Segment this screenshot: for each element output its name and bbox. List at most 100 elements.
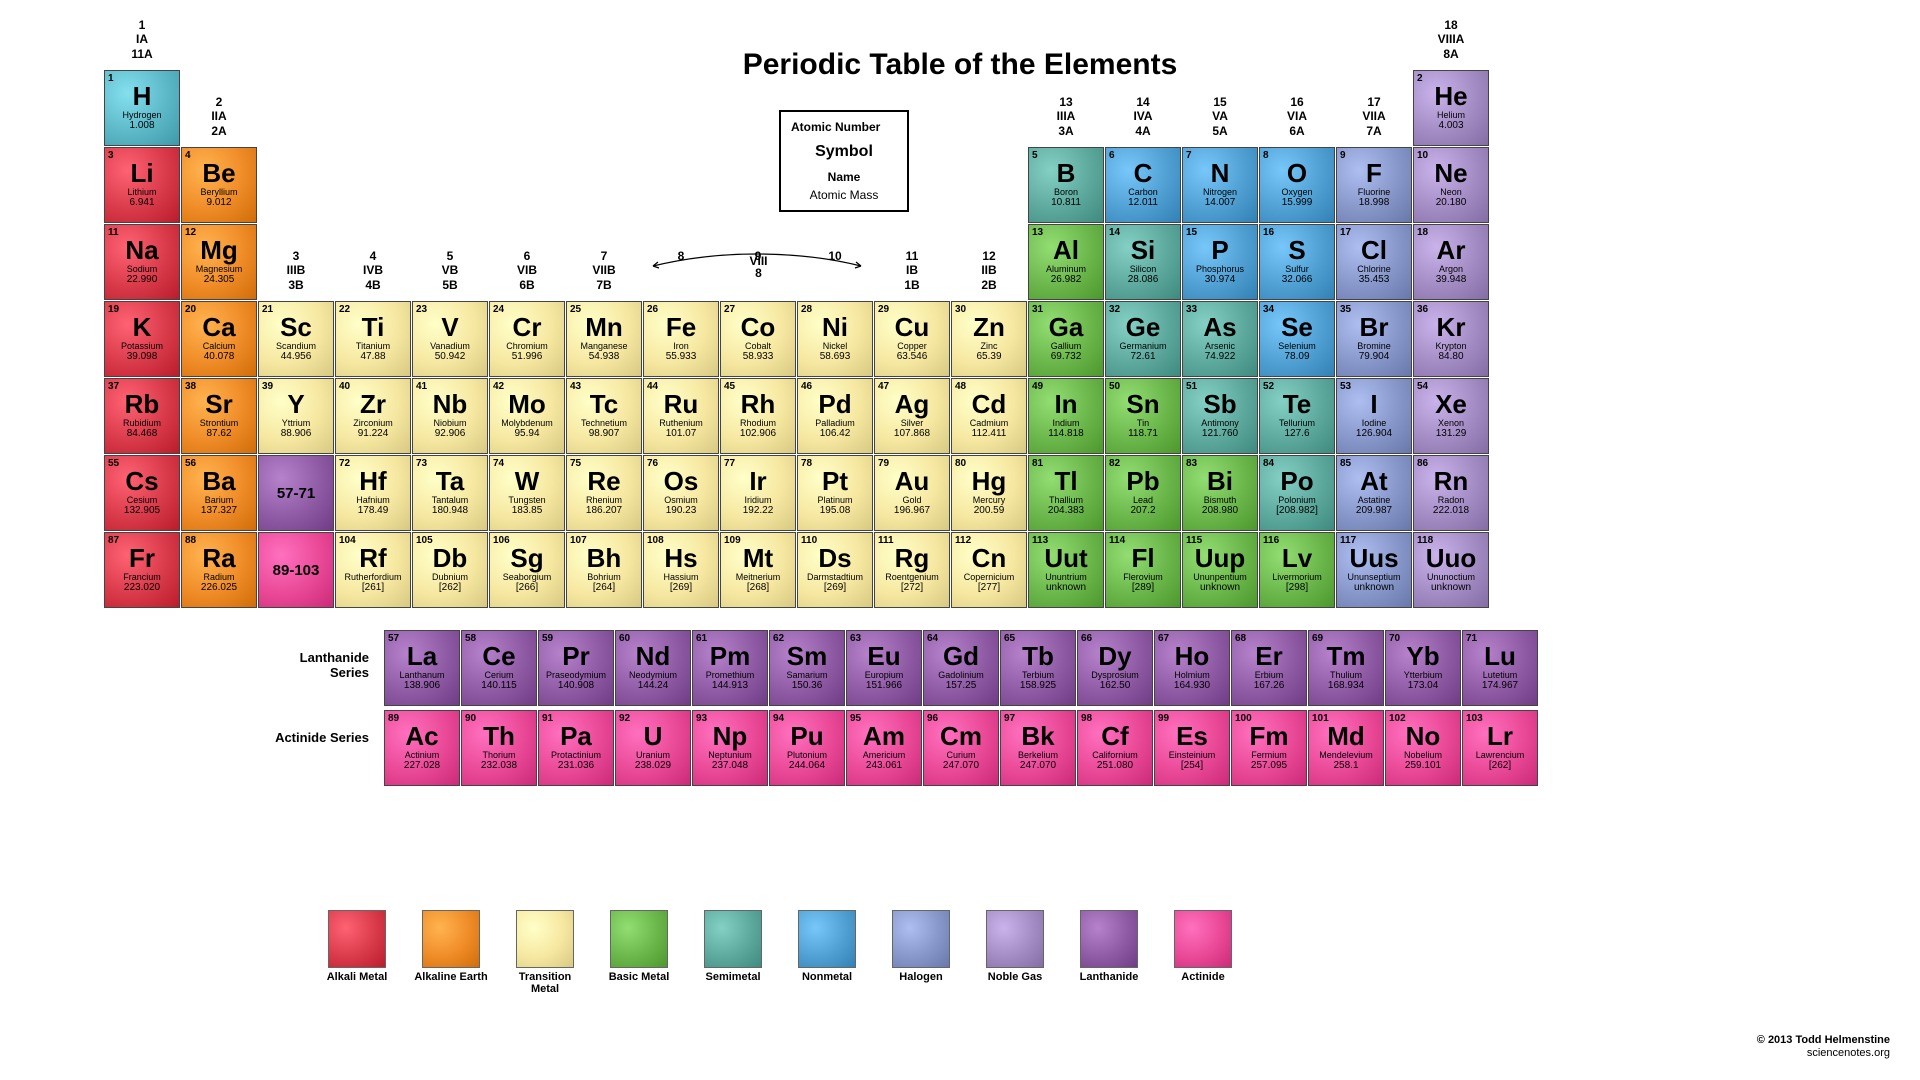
element-symbol: Cn xyxy=(955,545,1023,571)
atomic-mass: 95.94 xyxy=(493,429,561,439)
element-symbol: Fl xyxy=(1109,545,1177,571)
legend-item: Alkali Metal xyxy=(320,910,394,995)
element-symbol: Hs xyxy=(647,545,715,571)
element-symbol: Sg xyxy=(493,545,561,571)
element-cell-Ne: 10NeNeon20.180 xyxy=(1413,147,1489,223)
atomic-mass: 9.012 xyxy=(185,198,253,208)
element-name: Neptunium xyxy=(696,751,764,760)
atomic-mass: 54.938 xyxy=(570,352,638,362)
atomic-mass: 232.038 xyxy=(465,761,533,771)
element-symbol: Rg xyxy=(878,545,946,571)
element-cell-Tb: 65TbTerbium158.925 xyxy=(1000,630,1076,706)
element-name: Xenon xyxy=(1417,419,1485,428)
element-symbol: Cr xyxy=(493,314,561,340)
atomic-mass: 174.967 xyxy=(1466,681,1534,691)
element-symbol: Br xyxy=(1340,314,1408,340)
element-name: Niobium xyxy=(416,419,484,428)
element-cell-Ag: 47AgSilver107.868 xyxy=(874,378,950,454)
atomic-mass: 222.018 xyxy=(1417,506,1485,516)
atomic-mass: 150.36 xyxy=(773,681,841,691)
element-cell-Ra: 88RaRadium226.025 xyxy=(181,532,257,608)
atomic-mass: 4.003 xyxy=(1417,121,1485,131)
element-symbol: Te xyxy=(1263,391,1331,417)
element-cell-K: 19KPotassium39.098 xyxy=(104,301,180,377)
element-name: Silicon xyxy=(1109,265,1177,274)
element-symbol: Pb xyxy=(1109,468,1177,494)
element-cell-Sb: 51SbAntimony121.760 xyxy=(1182,378,1258,454)
element-symbol: Rn xyxy=(1417,468,1485,494)
element-cell-Se: 34SeSelenium78.09 xyxy=(1259,301,1335,377)
element-name: Gadolinium xyxy=(927,671,995,680)
atomic-mass: 227.028 xyxy=(388,761,456,771)
atomic-mass: 30.974 xyxy=(1186,275,1254,285)
element-cell-Ba: 56BaBarium137.327 xyxy=(181,455,257,531)
key-symbol: Symbol xyxy=(791,140,897,164)
atomic-mass: [208.982] xyxy=(1263,506,1331,516)
element-symbol: C xyxy=(1109,160,1177,186)
element-name: Chlorine xyxy=(1340,265,1408,274)
atomic-mass: 78.09 xyxy=(1263,352,1331,362)
atomic-mass: 72.61 xyxy=(1109,352,1177,362)
element-symbol: Re xyxy=(570,468,638,494)
atomic-mass: 26.982 xyxy=(1032,275,1100,285)
element-symbol: Zr xyxy=(339,391,407,417)
element-name: Holmium xyxy=(1158,671,1226,680)
element-name: Selenium xyxy=(1263,342,1331,351)
atomic-mass: 183.85 xyxy=(493,506,561,516)
element-name: Cobalt xyxy=(724,342,792,351)
element-name: Silver xyxy=(878,419,946,428)
element-name: Magnesium xyxy=(185,265,253,274)
element-symbol: Sn xyxy=(1109,391,1177,417)
element-name: Nitrogen xyxy=(1186,188,1254,197)
atomic-mass: 58.933 xyxy=(724,352,792,362)
element-cell-In: 49InIndium114.818 xyxy=(1028,378,1104,454)
atomic-mass: 244.064 xyxy=(773,761,841,771)
element-symbol: B xyxy=(1032,160,1100,186)
atomic-mass: 200.59 xyxy=(955,506,1023,516)
element-symbol: Pu xyxy=(773,723,841,749)
element-name: Copernicium xyxy=(955,573,1023,582)
element-cell-Fr: 87FrFrancium223.020 xyxy=(104,532,180,608)
legend-item: Alkaline Earth xyxy=(414,910,488,995)
atomic-mass: 14.007 xyxy=(1186,198,1254,208)
atomic-mass: [261] xyxy=(339,583,407,593)
element-cell-Db: 105DbDubnium[262] xyxy=(412,532,488,608)
element-cell-Tm: 69TmThulium168.934 xyxy=(1308,630,1384,706)
element-symbol: W xyxy=(493,468,561,494)
element-name: Manganese xyxy=(570,342,638,351)
element-symbol: Eu xyxy=(850,643,918,669)
element-symbol: Uuo xyxy=(1417,545,1485,571)
main-table: 1HHydrogen1.0082HeHelium4.0033LiLithium6… xyxy=(104,70,1820,608)
element-name: Hafnium xyxy=(339,496,407,505)
element-cell-Er: 68ErErbium167.26 xyxy=(1231,630,1307,706)
element-name: Praseodymium xyxy=(542,671,610,680)
element-symbol: Cu xyxy=(878,314,946,340)
element-name: Indium xyxy=(1032,419,1100,428)
element-symbol: K xyxy=(108,314,176,340)
element-name: Chromium xyxy=(493,342,561,351)
element-cell-La: 57LaLanthanum138.906 xyxy=(384,630,460,706)
atomic-mass: 63.546 xyxy=(878,352,946,362)
atomic-mass: [268] xyxy=(724,583,792,593)
element-cell-Uup: 115UupUnunpentiumunknown xyxy=(1182,532,1258,608)
atomic-mass: 39.098 xyxy=(108,352,176,362)
element-cell-No: 102NoNobelium259.101 xyxy=(1385,710,1461,786)
element-name: Zirconium xyxy=(339,419,407,428)
element-name: Uranium xyxy=(619,751,687,760)
legend-label: Transition Metal xyxy=(508,971,582,995)
atomic-mass: 118.71 xyxy=(1109,429,1177,439)
atomic-mass: 40.078 xyxy=(185,352,253,362)
atomic-mass: 87.62 xyxy=(185,429,253,439)
element-name: Copper xyxy=(878,342,946,351)
legend-item: Actinide xyxy=(1166,910,1240,995)
element-symbol: Cd xyxy=(955,391,1023,417)
element-name: Lithium xyxy=(108,188,176,197)
element-symbol: In xyxy=(1032,391,1100,417)
element-name: Neon xyxy=(1417,188,1485,197)
element-name: Krypton xyxy=(1417,342,1485,351)
legend-item: Lanthanide xyxy=(1072,910,1146,995)
element-name: Osmium xyxy=(647,496,715,505)
element-cell-S: 16SSulfur32.066 xyxy=(1259,224,1335,300)
atomic-mass: 151.966 xyxy=(850,681,918,691)
element-cell-Ru: 44RuRuthenium101.07 xyxy=(643,378,719,454)
